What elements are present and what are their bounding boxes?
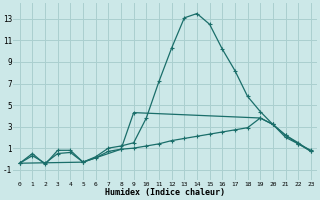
X-axis label: Humidex (Indice chaleur): Humidex (Indice chaleur): [105, 188, 225, 197]
